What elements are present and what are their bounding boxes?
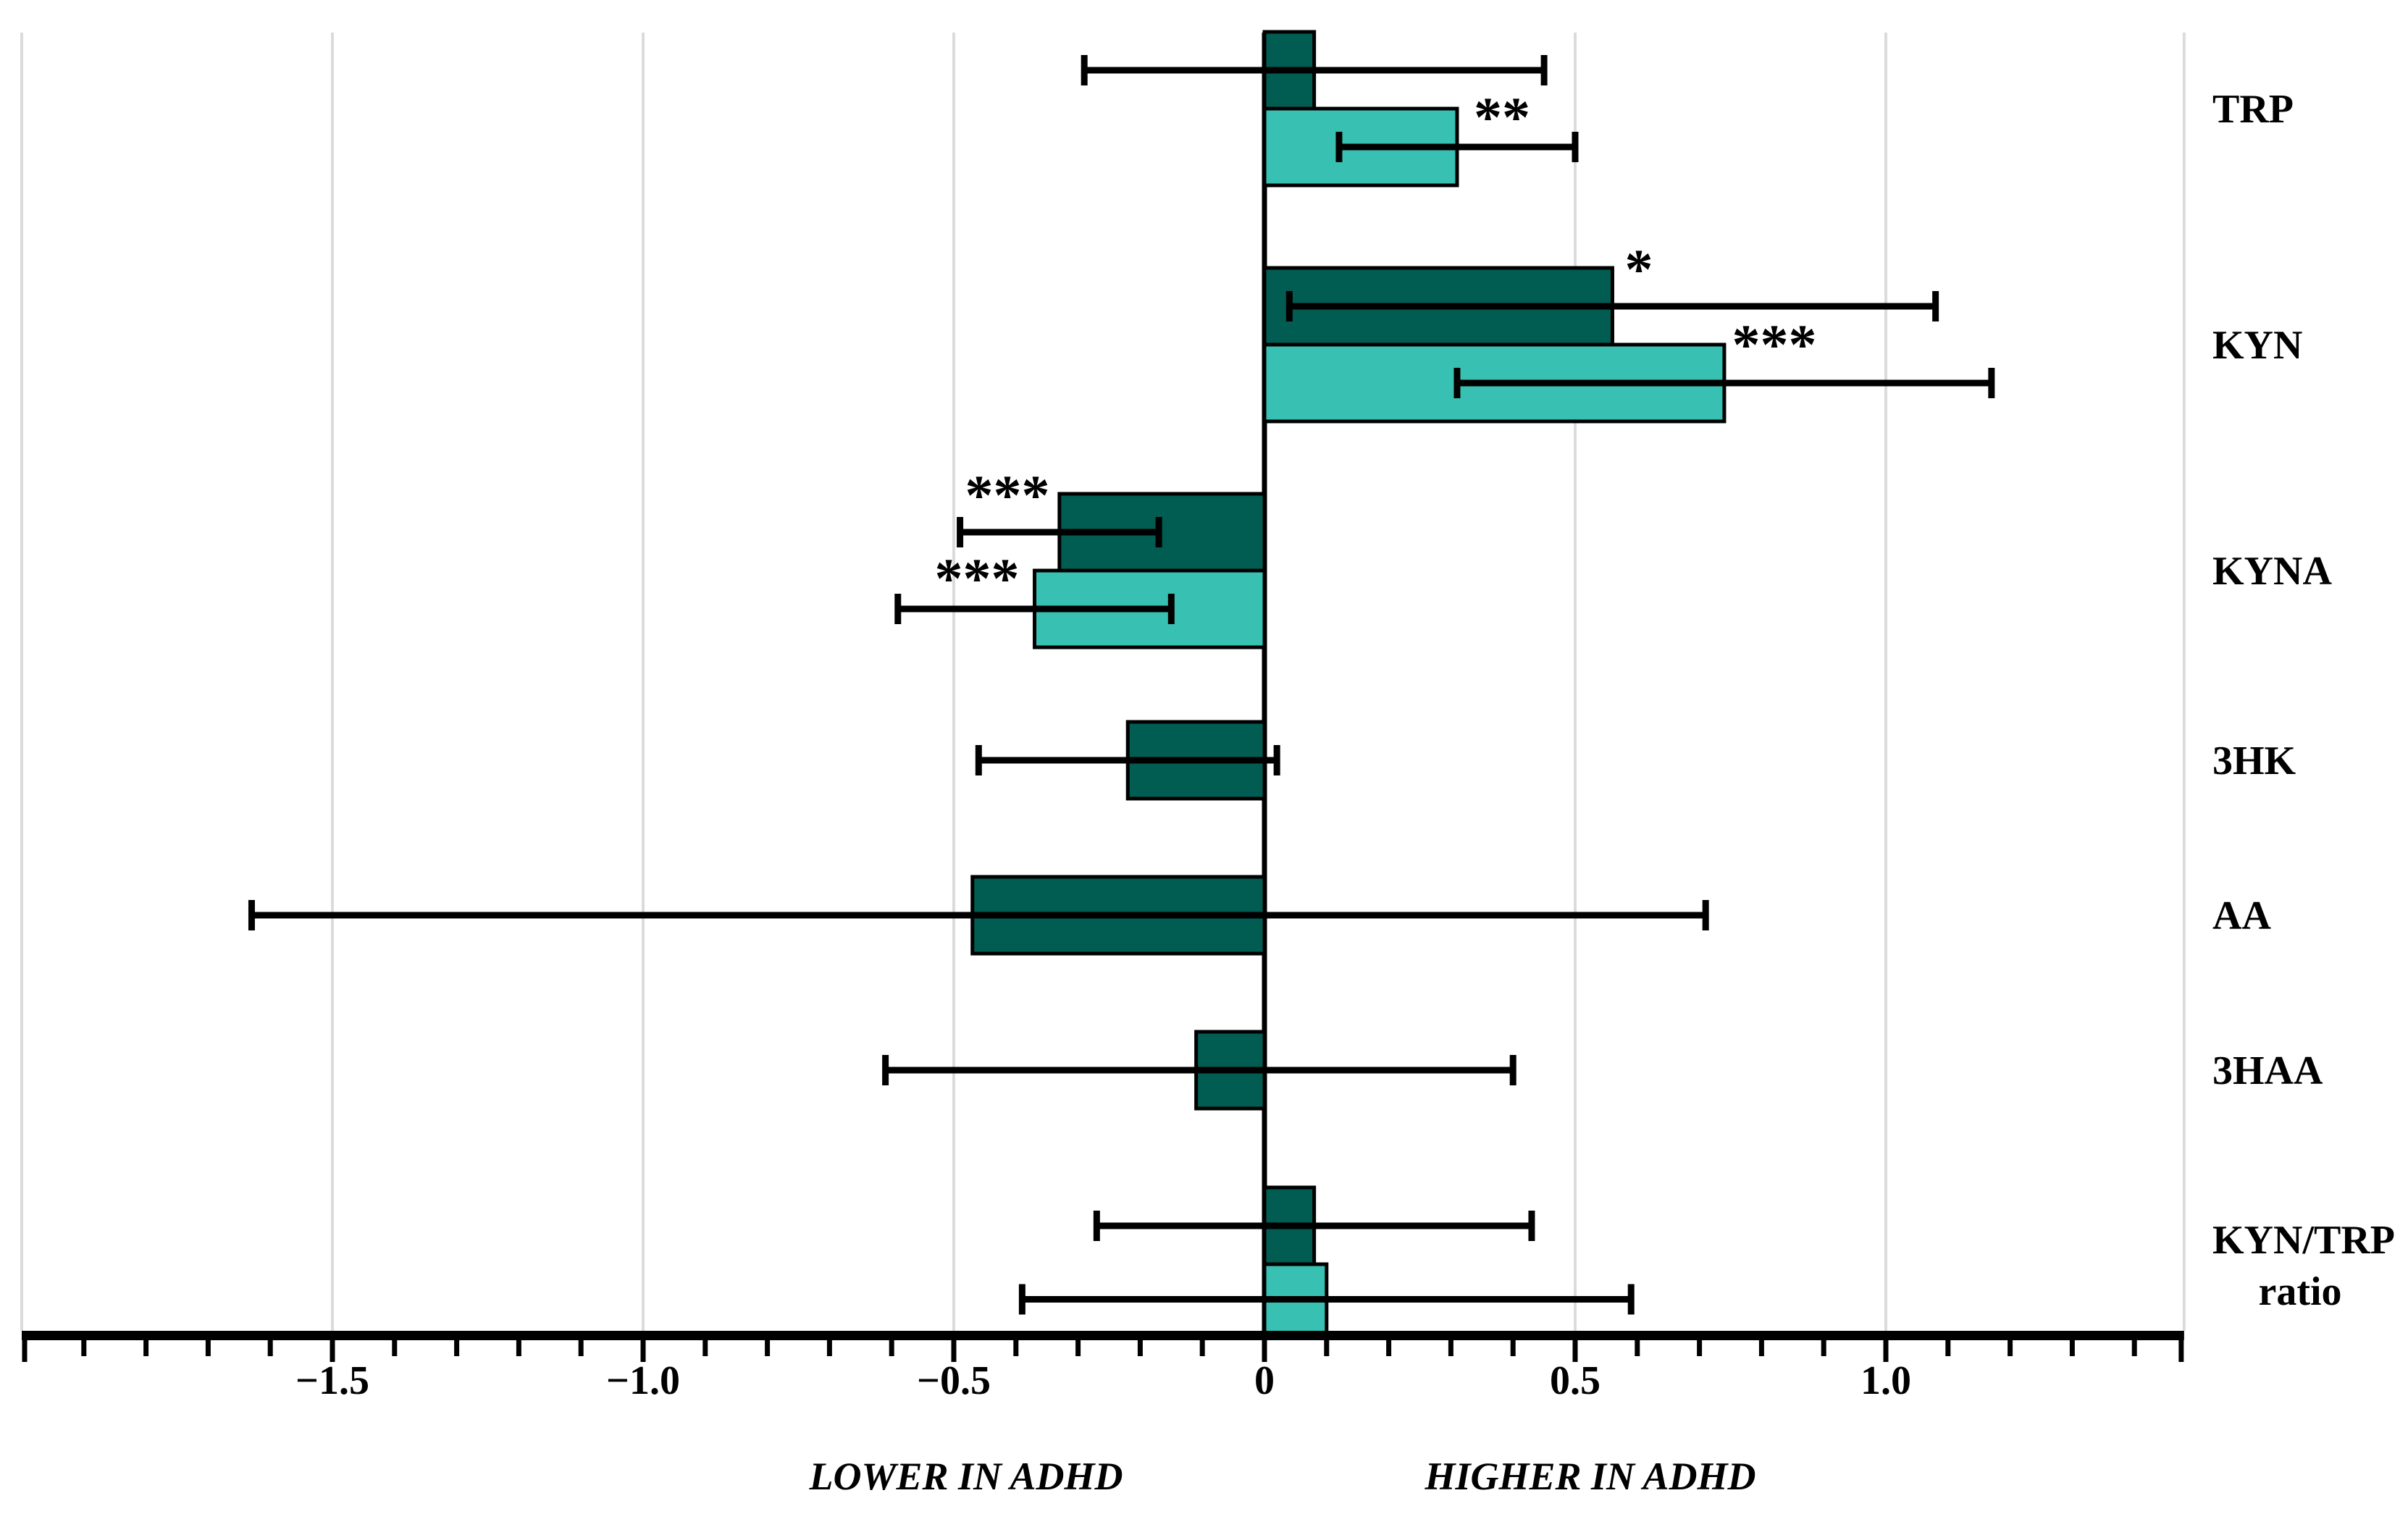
x-tick-label: 1.0 [1860, 1358, 1911, 1403]
category-label-line1: KYN/TRP [2212, 1218, 2395, 1263]
significance-marker: *** [965, 463, 1050, 526]
x-axis-line [22, 1331, 2184, 1340]
category-label: AA [2212, 893, 2271, 938]
x-tick-label: −0.5 [917, 1358, 991, 1403]
category-label: 3HAA [2212, 1048, 2323, 1093]
axis-caption-lower-in-adhd: LOWER IN ADHD [809, 1455, 1123, 1498]
axis-caption-higher-in-adhd: HIGHER IN ADHD [1425, 1455, 1756, 1498]
category-label: 3HK [2212, 739, 2296, 783]
significance-marker: *** [935, 547, 1020, 610]
significance-marker: *** [1732, 313, 1817, 376]
category-label: KYN [2212, 323, 2302, 368]
x-tick-label: −1.5 [295, 1358, 369, 1403]
significance-marker: * [1625, 237, 1653, 300]
x-tick-label: 0.5 [1550, 1358, 1601, 1403]
category-label-line2: ratio [2258, 1269, 2341, 1314]
x-tick-label: 0 [1254, 1358, 1275, 1403]
x-tick-label: −1.0 [606, 1358, 680, 1403]
significance-marker: ** [1474, 85, 1530, 148]
category-label: KYNA [2212, 549, 2332, 594]
category-label: TRP [2212, 87, 2294, 132]
